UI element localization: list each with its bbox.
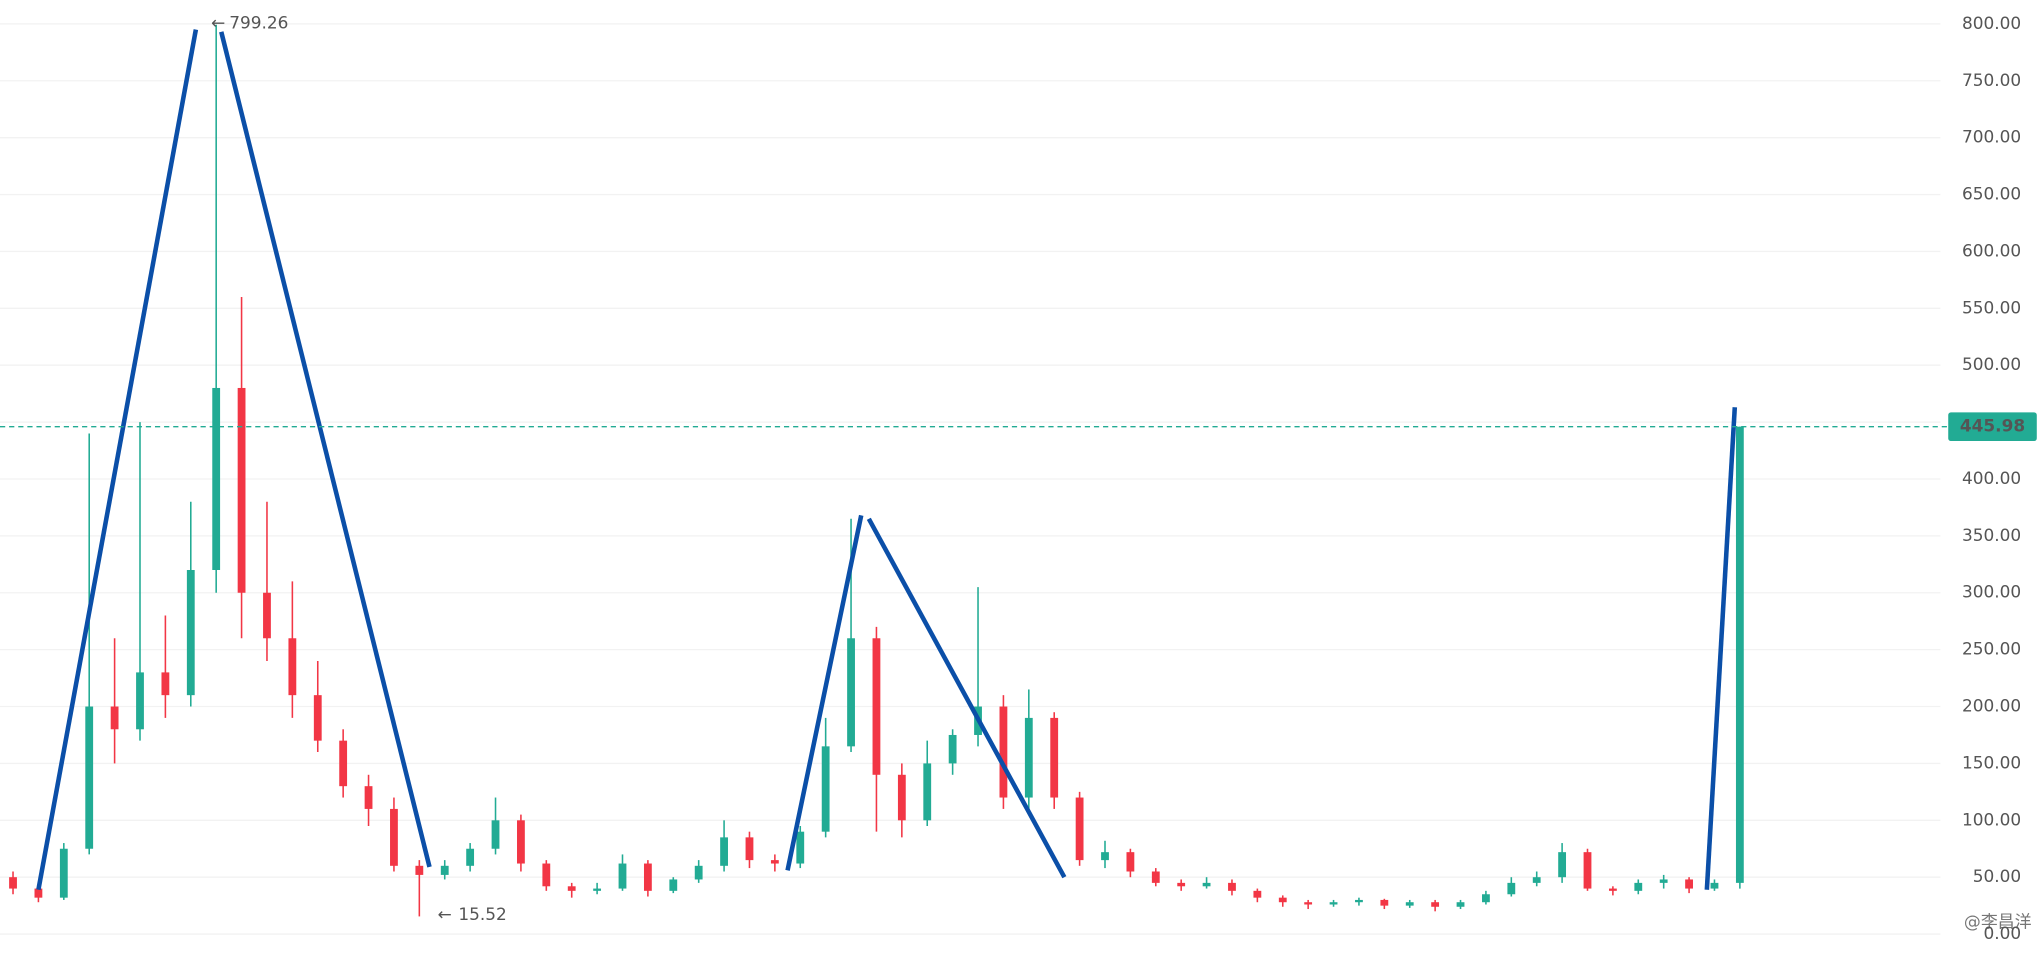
y-tick-label: 50.00 — [1973, 866, 2021, 886]
y-tick-label: 250.00 — [1962, 639, 2021, 659]
candle-body — [1278, 897, 1287, 903]
candle-body — [110, 706, 119, 730]
candle-body — [1685, 879, 1693, 889]
trend-line — [219, 31, 432, 868]
y-tick-label: 650.00 — [1962, 184, 2021, 204]
candle-body — [948, 734, 957, 764]
candle-body — [1735, 426, 1744, 883]
candle-body — [212, 387, 221, 570]
watermark: @李昌洋 — [1964, 912, 2032, 932]
candle-body — [923, 763, 932, 821]
candle-body — [288, 638, 297, 696]
candle-body — [34, 888, 43, 898]
arrow: ← — [211, 12, 225, 32]
candle-body — [466, 848, 475, 866]
candle-body — [237, 387, 246, 593]
candle-body — [720, 837, 728, 866]
candle-body — [1405, 902, 1414, 906]
candle-body — [440, 865, 449, 875]
price-label: 445.98 — [1960, 416, 2025, 436]
candle-body — [390, 808, 398, 866]
y-tick-label: 100.00 — [1962, 809, 2021, 829]
y-tick-label: 800.00 — [1962, 13, 2021, 33]
candle-body — [491, 820, 500, 849]
candle-body — [694, 865, 703, 880]
candle-body — [796, 831, 805, 864]
trend-line — [1704, 407, 1738, 890]
candle-body — [1253, 890, 1262, 898]
candle-body — [897, 774, 906, 821]
candle-body — [1380, 899, 1389, 906]
candle-body — [415, 865, 424, 875]
low-label: 15.52 — [458, 904, 506, 924]
candle-body — [1101, 852, 1109, 861]
candle-body — [1355, 899, 1363, 903]
candle-body — [1151, 871, 1160, 883]
y-tick-label: 400.00 — [1962, 468, 2021, 488]
candle-body — [1659, 879, 1668, 883]
y-tick-label: 150.00 — [1962, 752, 2021, 772]
candle-body — [1634, 882, 1643, 891]
candle-body — [1710, 882, 1719, 889]
y-tick-label: 500.00 — [1962, 354, 2021, 374]
candle-body — [593, 888, 602, 891]
candle-body — [1329, 902, 1338, 905]
candle-body — [567, 886, 576, 891]
candle-body — [263, 592, 271, 639]
candle-body — [847, 638, 855, 747]
candle-body — [59, 848, 68, 898]
candle-body — [1177, 882, 1186, 887]
candle-body — [364, 786, 373, 809]
trend-line — [866, 517, 1067, 879]
candle-body — [136, 672, 144, 730]
trend-line — [36, 29, 199, 891]
y-tick-label: 0.00 — [1983, 923, 2021, 943]
candle-body — [9, 877, 17, 889]
candle-body — [1050, 717, 1059, 798]
y-tick-label: 700.00 — [1962, 127, 2021, 147]
candle-body — [1304, 902, 1313, 905]
candle-body — [542, 863, 551, 887]
candle-body — [1024, 717, 1033, 798]
candle-body — [770, 860, 779, 864]
trend-line — [785, 514, 864, 871]
candle-body — [872, 638, 881, 775]
y-tick-label: 600.00 — [1962, 240, 2021, 260]
candle-body — [1558, 852, 1567, 878]
y-tick-label: 350.00 — [1962, 525, 2021, 545]
candle-body — [745, 837, 754, 861]
y-tick-label: 200.00 — [1962, 696, 2021, 716]
candle-body — [339, 740, 348, 787]
candle-body — [186, 570, 195, 696]
peak-label: 799.26 — [229, 12, 288, 32]
y-tick-label: 750.00 — [1962, 70, 2021, 90]
candle-body — [1075, 797, 1084, 861]
y-tick-label: 550.00 — [1962, 297, 2021, 317]
price-label-box — [1948, 412, 2037, 442]
candle-body — [643, 863, 652, 891]
candle-body — [1482, 894, 1490, 903]
candle-body — [1532, 877, 1541, 883]
candle-body — [161, 672, 170, 696]
candle-body — [1126, 852, 1135, 872]
candle-body — [1456, 902, 1465, 907]
arrow: ← — [438, 904, 452, 924]
candle-body — [618, 863, 627, 889]
candle-body — [821, 746, 830, 832]
candle-body — [1431, 902, 1440, 907]
y-tick-label: 300.00 — [1962, 582, 2021, 602]
candle-body — [1608, 888, 1617, 891]
candle-body — [313, 695, 322, 741]
candle-body — [1202, 882, 1211, 887]
candle-body — [517, 820, 525, 864]
candle-body — [669, 879, 678, 891]
candle-body — [1228, 882, 1236, 891]
candle-body — [1583, 852, 1592, 889]
candle-body — [85, 706, 94, 849]
candle-body — [999, 706, 1008, 798]
candle-body — [1507, 882, 1516, 895]
